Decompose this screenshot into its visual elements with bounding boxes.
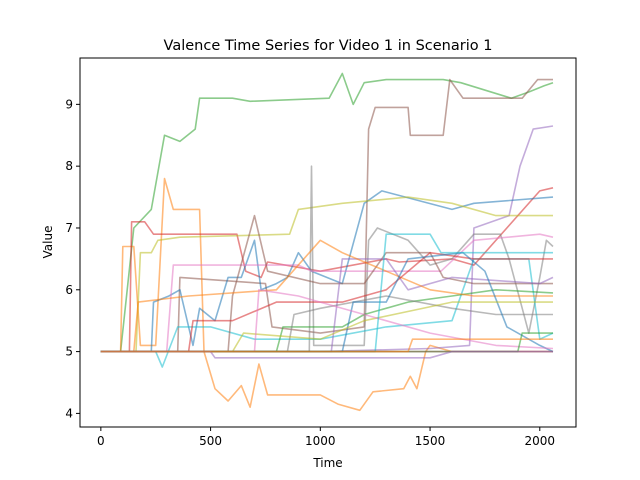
x-tick-label: 500	[199, 434, 222, 448]
series-line-4	[100, 125, 554, 353]
series-line-7	[100, 196, 553, 353]
y-tick-label: 5	[65, 345, 73, 359]
y-tick-label: 4	[65, 406, 73, 420]
y-tick-label: 8	[65, 159, 73, 173]
x-tick-label: 2000	[525, 434, 556, 448]
x-tick-label: 1000	[305, 434, 336, 448]
series-line-16	[100, 251, 553, 353]
series-line-2	[100, 78, 553, 353]
y-tick-label: 9	[65, 97, 73, 111]
series-line-1	[100, 72, 554, 353]
series-line-19	[100, 289, 554, 353]
y-tick-label: 7	[65, 221, 73, 235]
x-axis-title: Time	[312, 456, 342, 470]
x-tick-label: 0	[97, 434, 105, 448]
x-axis-ticks: 0 500 1000 1500 2000	[97, 427, 555, 448]
series-lines	[100, 72, 554, 412]
series-line-14	[100, 239, 553, 353]
series-line-24	[100, 338, 553, 353]
plot-frame	[79, 57, 577, 428]
y-axis-ticks: 4 5 6 7 8 9	[65, 97, 80, 420]
series-line-5	[100, 187, 554, 353]
x-tick-label: 1500	[415, 434, 446, 448]
series-line-3	[100, 177, 553, 412]
series-line-13	[100, 258, 554, 353]
y-axis-title: Value	[41, 226, 55, 259]
y-tick-label: 6	[65, 283, 73, 297]
chart-title: Valence Time Series for Video 1 in Scena…	[164, 38, 493, 54]
series-line-9	[100, 233, 554, 353]
